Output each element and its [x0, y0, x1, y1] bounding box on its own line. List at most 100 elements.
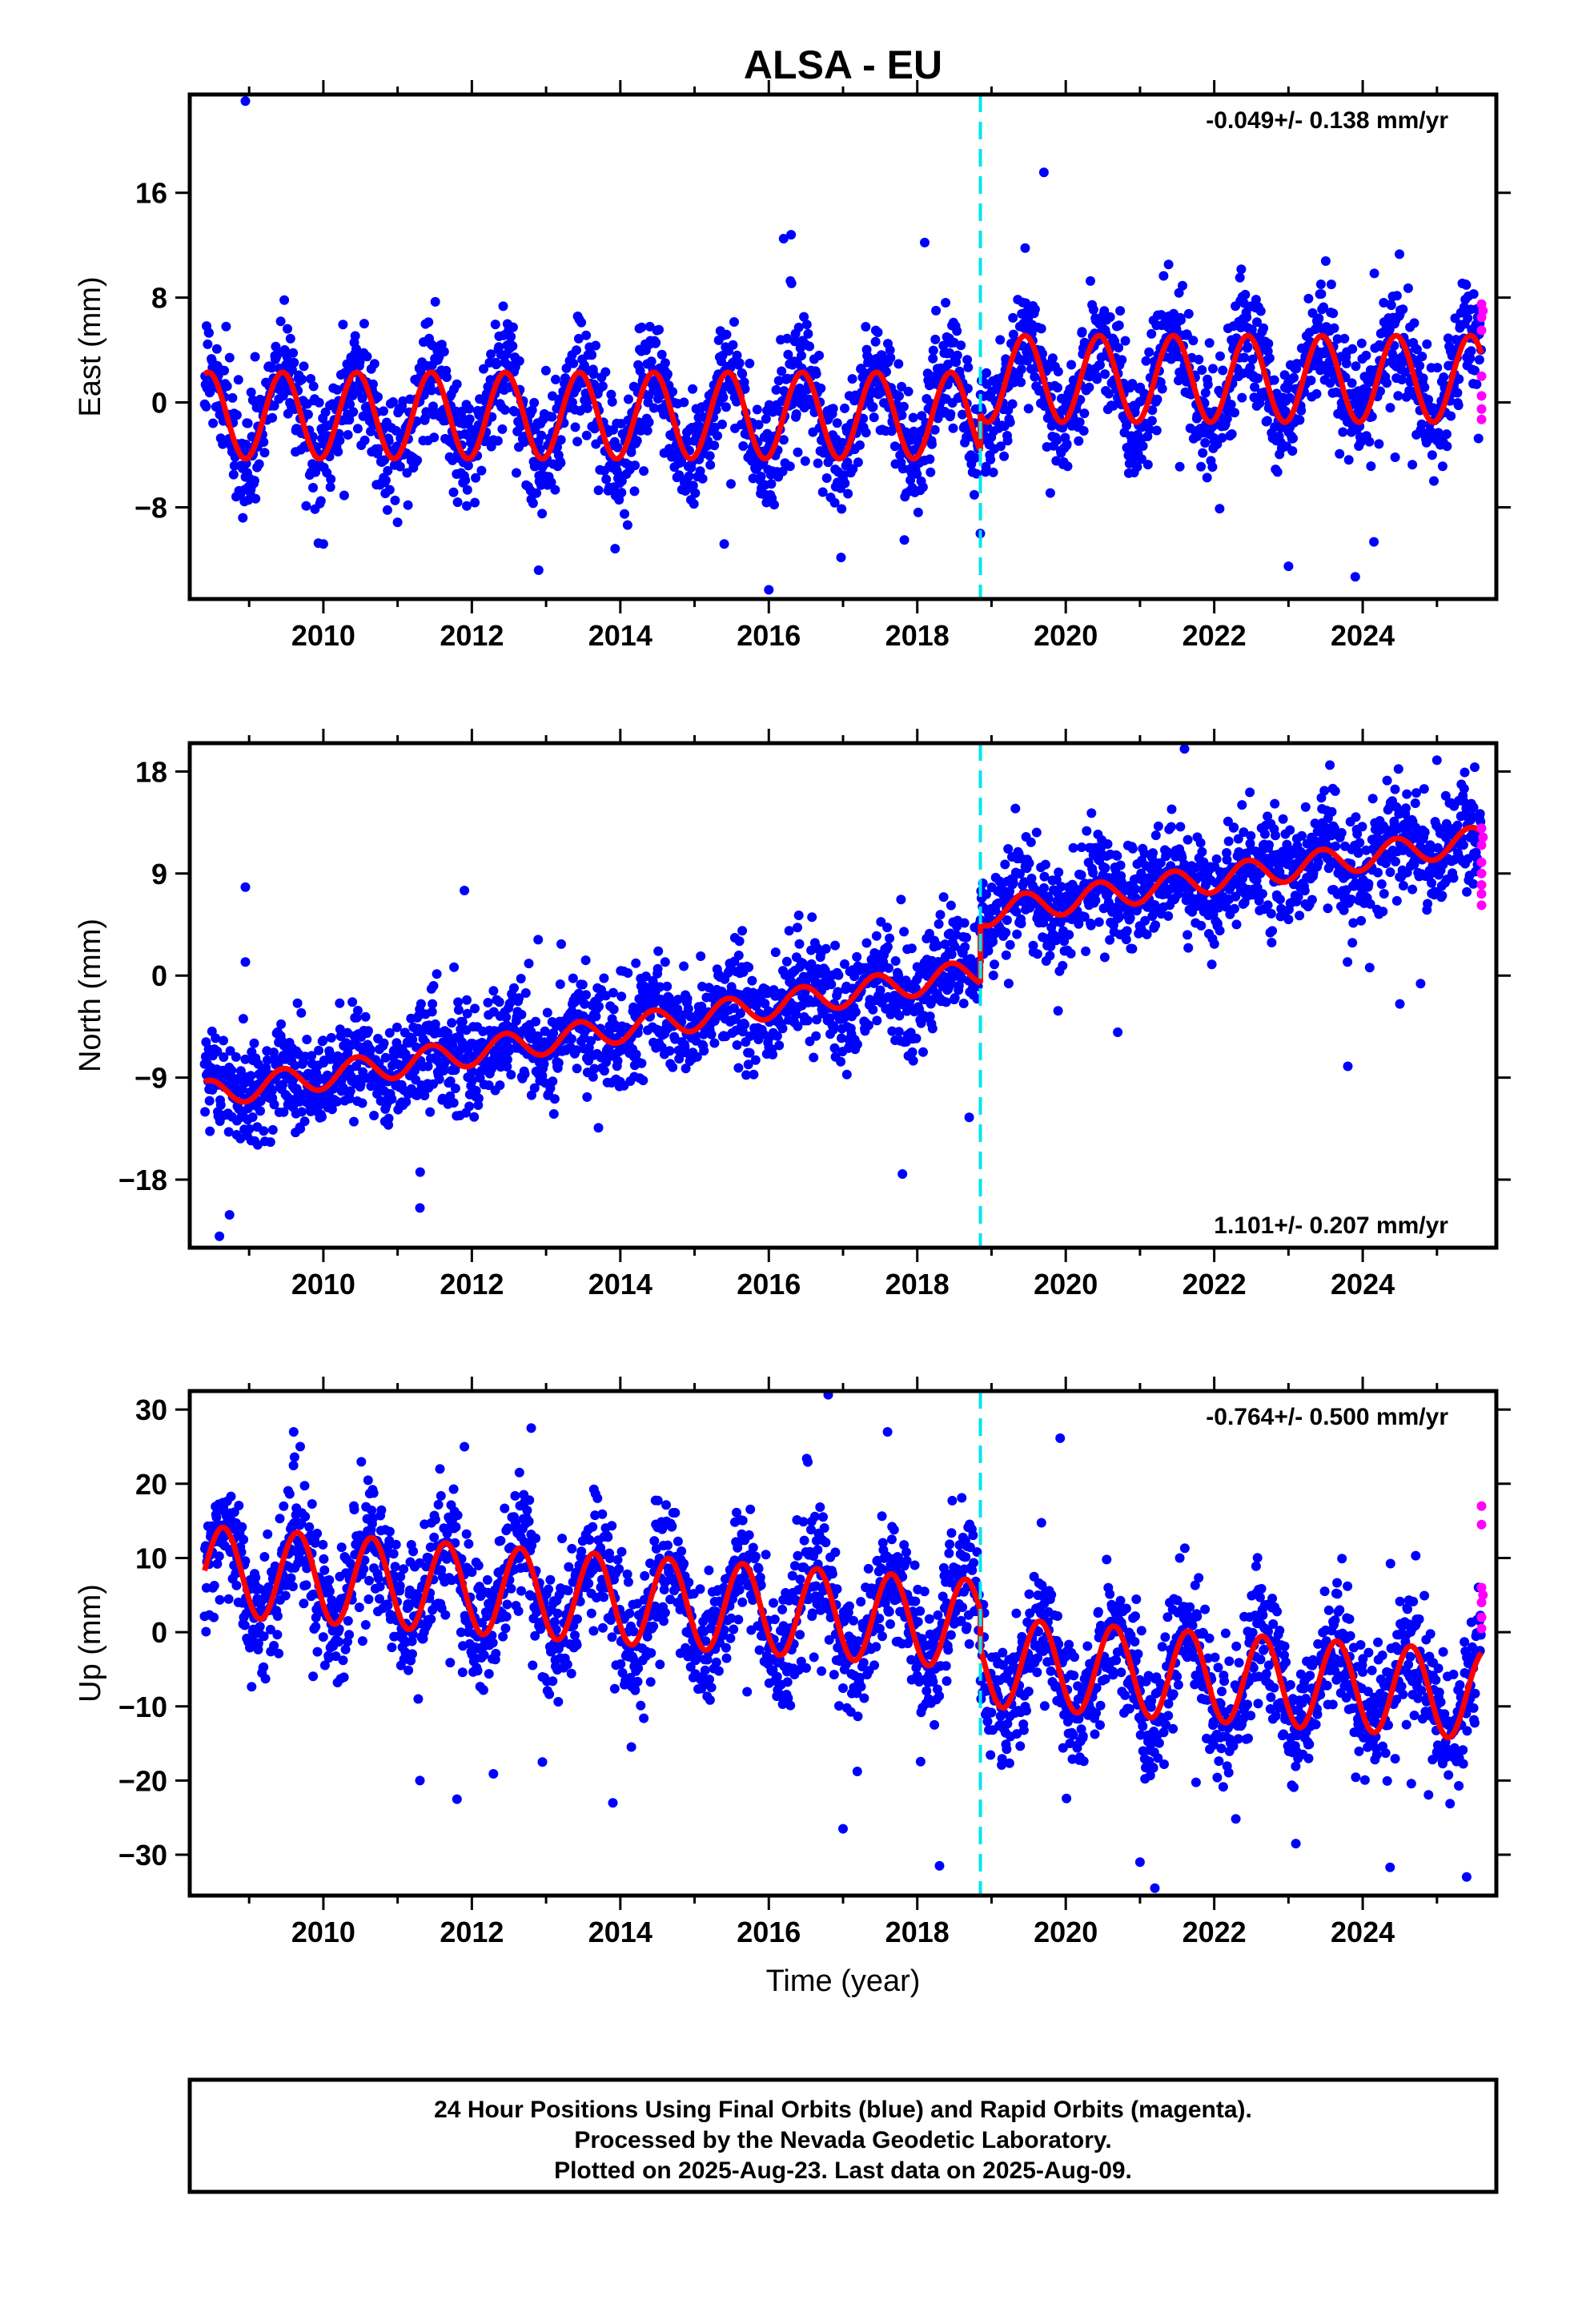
data-point: [673, 995, 683, 1005]
data-point: [531, 1016, 541, 1027]
data-point: [427, 385, 436, 396]
data-point: [981, 461, 991, 472]
data-point: [490, 320, 500, 330]
data-point: [1356, 338, 1367, 348]
data-point: [279, 1107, 289, 1117]
data-point: [488, 986, 499, 996]
data-point: [962, 355, 973, 365]
data-point: [1114, 913, 1124, 923]
data-point: [713, 431, 722, 441]
outlier-point: [318, 539, 328, 549]
data-point: [367, 379, 378, 389]
data-point: [781, 956, 792, 967]
data-point: [999, 451, 1010, 461]
data-point: [345, 1086, 355, 1096]
data-point: [548, 1076, 558, 1087]
x-tick-label: 2016: [737, 619, 801, 652]
data-point: [1452, 388, 1463, 398]
data-point: [508, 322, 518, 332]
data-point: [651, 337, 661, 348]
plot-area: [199, 744, 1488, 1241]
data-point: [1215, 926, 1225, 936]
data-point: [335, 1024, 345, 1035]
data-point: [484, 1080, 494, 1091]
data-point: [1332, 334, 1343, 344]
data-point: [930, 424, 940, 435]
data-point: [259, 1126, 269, 1136]
data-point: [1319, 786, 1330, 796]
data-point: [988, 971, 998, 980]
data-point: [1295, 911, 1305, 921]
data-point: [1297, 830, 1307, 841]
data-point: [738, 441, 749, 451]
data-point: [350, 331, 360, 341]
data-point: [369, 359, 379, 369]
data-point: [668, 387, 677, 397]
data-point: [373, 392, 383, 402]
data-point: [379, 406, 388, 416]
data-point: [401, 1097, 412, 1107]
data-point: [881, 367, 891, 377]
data-point: [447, 1018, 457, 1028]
data-point: [1422, 339, 1432, 349]
data-point: [751, 1001, 761, 1011]
data-point: [1260, 829, 1270, 839]
data-point: [462, 995, 472, 1005]
data-point: [896, 895, 906, 905]
data-point: [212, 1046, 223, 1056]
data-point: [343, 430, 353, 440]
data-point: [383, 1113, 394, 1124]
data-point: [850, 1007, 861, 1017]
data-point: [1385, 403, 1395, 413]
data-point: [709, 1038, 720, 1048]
data-point: [548, 1109, 559, 1119]
data-point: [1147, 405, 1158, 416]
data-point: [580, 999, 590, 1009]
data-point: [821, 473, 832, 483]
data-point: [986, 454, 996, 464]
data-point: [302, 1035, 312, 1044]
data-point: [697, 473, 708, 484]
data-point: [1005, 939, 1015, 950]
data-point: [267, 1086, 277, 1096]
data-point: [539, 1059, 549, 1069]
data-point: [733, 1063, 744, 1073]
data-point: [1095, 360, 1105, 370]
data-point: [777, 366, 787, 376]
data-point: [325, 482, 335, 493]
data-point: [1082, 826, 1092, 836]
data-point: [481, 388, 492, 399]
data-point: [240, 1054, 251, 1064]
data-point: [1120, 336, 1130, 346]
data-point: [403, 500, 413, 510]
data-point: [782, 333, 793, 344]
data-point: [1086, 808, 1097, 818]
data-point: [208, 418, 219, 428]
data-point: [1328, 308, 1339, 319]
data-point: [1152, 394, 1162, 404]
data-point: [1396, 359, 1407, 369]
data-point: [1245, 787, 1255, 798]
data-point: [1200, 388, 1211, 398]
data-point: [516, 1009, 527, 1019]
data-point: [1078, 426, 1089, 436]
data-point: [688, 384, 698, 394]
data-point: [1100, 862, 1110, 873]
data-point: [928, 345, 938, 356]
data-point: [540, 365, 551, 376]
data-point: [793, 447, 803, 457]
data-point: [246, 1071, 256, 1081]
data-point: [1034, 385, 1045, 396]
data-point: [314, 1045, 323, 1055]
data-point: [332, 384, 343, 395]
data-point: [1226, 400, 1236, 410]
data-point: [683, 1003, 693, 1014]
data-point: [1166, 804, 1177, 814]
data-point: [797, 351, 806, 361]
data-point: [946, 900, 956, 911]
data-point: [462, 1008, 472, 1019]
data-point: [934, 919, 944, 929]
data-point: [1409, 318, 1419, 328]
data-point: [1270, 798, 1280, 809]
data-point: [495, 1080, 505, 1091]
